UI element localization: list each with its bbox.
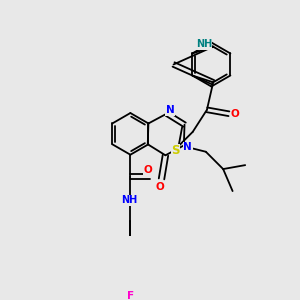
Text: O: O bbox=[231, 109, 240, 119]
Text: S: S bbox=[171, 144, 180, 157]
Text: N: N bbox=[166, 106, 174, 116]
Text: O: O bbox=[156, 182, 164, 192]
Text: N: N bbox=[183, 142, 192, 152]
Text: F: F bbox=[127, 291, 134, 300]
Text: NH: NH bbox=[196, 39, 212, 49]
Text: NH: NH bbox=[121, 195, 137, 205]
Text: O: O bbox=[143, 165, 152, 176]
